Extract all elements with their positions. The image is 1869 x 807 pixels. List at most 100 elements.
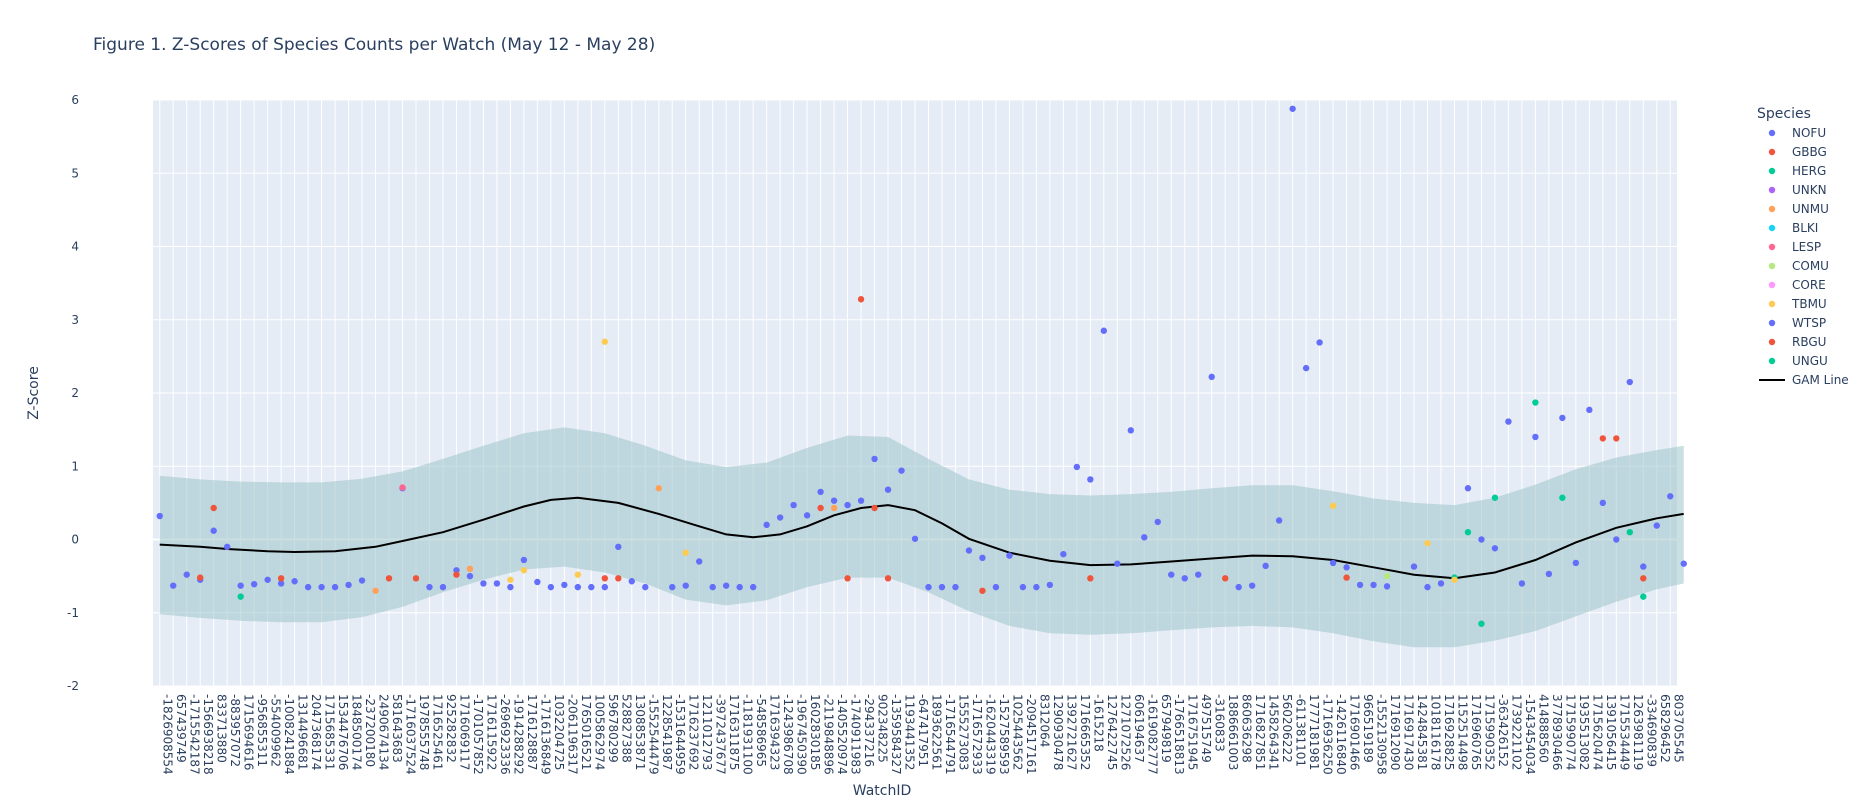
x-tick-label: -1967450390 xyxy=(795,694,809,775)
legend-label-blki: BLKI xyxy=(1792,221,1818,235)
data-point-nofu xyxy=(561,581,568,589)
x-tick-label: -1543454034 xyxy=(1523,694,1537,775)
legend-label-nofu: NOFU xyxy=(1792,126,1826,140)
x-tick-label: 1716928825 xyxy=(1442,694,1456,770)
data-point-nofu xyxy=(1437,580,1445,587)
x-tick-label: 1534476706 xyxy=(336,694,350,770)
x-tick-label: 1716665352 xyxy=(1078,694,1092,770)
data-point-nofu xyxy=(709,583,716,591)
y-tick-label: -2 xyxy=(67,679,79,693)
data-point-nofu xyxy=(426,583,433,591)
data-point-nofu xyxy=(1383,583,1391,590)
x-tick-label: -3160833 xyxy=(1213,694,1227,752)
data-point-gbbg xyxy=(1087,575,1094,582)
x-tick-label: -1619082777 xyxy=(1145,694,1159,775)
data-point-nofu xyxy=(1019,583,1027,591)
legend[interactable]: Species NOFU GBBG HERG UNKN UNMU BLKI LESP COMU… xyxy=(1757,106,1849,387)
x-tick-label: 581643683 xyxy=(390,694,404,763)
data-point-nofu xyxy=(790,501,797,509)
x-tick-label: 1715534449 xyxy=(1617,694,1631,770)
x-tick-label: -883957072 xyxy=(228,694,242,767)
data-point-nofu xyxy=(170,582,177,589)
data-point-nofu xyxy=(669,583,676,591)
x-tick-label: 1424845381 xyxy=(1415,694,1429,770)
data-point-unmu xyxy=(466,565,474,572)
data-point-nofu xyxy=(1545,570,1553,578)
x-tick-label: 1032204725 xyxy=(552,694,566,770)
legend-marker-tbmu xyxy=(1768,300,1776,308)
data-point-tbmu xyxy=(1451,576,1458,583)
data-point-nofu xyxy=(345,581,352,589)
data-point-nofu xyxy=(1626,378,1633,386)
data-point-herg xyxy=(1491,494,1499,501)
legend-title: Species xyxy=(1757,106,1811,122)
x-tick-label: 1716827851 xyxy=(1253,694,1267,770)
x-tick-label: 966519189 xyxy=(1361,694,1375,763)
data-point-nofu xyxy=(358,577,366,584)
data-point-nofu xyxy=(1033,583,1040,591)
x-tick-label: 1978555748 xyxy=(417,694,431,770)
data-point-nofu xyxy=(1680,560,1687,567)
data-point-gbbg xyxy=(979,587,986,594)
legend-label-unkn: UNKN xyxy=(1792,183,1827,197)
data-point-gbbg xyxy=(857,296,865,303)
data-point-nofu xyxy=(1356,581,1364,589)
data-point-gbbg xyxy=(601,575,609,582)
x-tick-label: 1848500174 xyxy=(350,694,364,770)
legend-marker-unmu xyxy=(1768,205,1776,213)
x-tick-label: 657949819 xyxy=(1159,694,1173,763)
data-point-nofu xyxy=(1060,550,1067,558)
x-tick-label: -1914288292 xyxy=(511,694,525,775)
x-tick-label: -611381101 xyxy=(1294,694,1308,767)
data-point-nofu xyxy=(264,576,271,583)
data-point-nofu xyxy=(1046,581,1054,589)
x-tick-label: -1531644959 xyxy=(673,694,687,775)
data-point-nofu xyxy=(1087,476,1094,483)
data-point-nofu xyxy=(1370,581,1377,589)
data-point-nofu xyxy=(1168,571,1175,578)
legend-marker-wtsp xyxy=(1768,319,1776,327)
data-point-nofu xyxy=(1464,485,1472,492)
x-tick-label: -334690839 xyxy=(1644,694,1658,767)
data-point-nofu xyxy=(277,580,285,587)
data-point-herg xyxy=(1464,528,1472,536)
data-point-nofu xyxy=(736,583,743,591)
data-point-nofu xyxy=(291,578,298,585)
x-tick-label: -1008241884 xyxy=(282,694,296,775)
data-point-nofu xyxy=(237,582,244,589)
x-tick-label: 1716960765 xyxy=(1469,694,1483,770)
x-tick-label: -2119848896 xyxy=(822,694,836,775)
data-point-nofu xyxy=(1195,571,1202,578)
data-point-nofu xyxy=(493,580,501,587)
x-tick-label: -294337216 xyxy=(862,694,876,767)
x-tick-label: 1018116178 xyxy=(1428,694,1442,770)
y-tick-label: 0 xyxy=(71,533,79,547)
x-tick-label: 1739221102 xyxy=(1509,694,1523,770)
x-tick-label: 1715990774 xyxy=(1563,694,1577,770)
data-point-nofu xyxy=(884,486,892,493)
data-point-nofu xyxy=(480,580,487,587)
data-point-nofu xyxy=(588,583,595,591)
x-tick-label: 1715990352 xyxy=(1482,694,1496,770)
x-tick-label: 1228541987 xyxy=(660,694,674,770)
data-point-nofu xyxy=(1100,327,1108,334)
x-tick-label: -1766518813 xyxy=(1172,694,1186,775)
x-tick-label: 596780299 xyxy=(606,694,620,763)
legend-label-rbgu: RBGU xyxy=(1792,335,1826,349)
legend-marker-blki xyxy=(1768,224,1776,232)
x-tick-label: 1025443562 xyxy=(1010,694,1024,770)
data-point-nofu xyxy=(1410,563,1418,570)
data-point-nofu xyxy=(1478,536,1485,543)
data-point-nofu xyxy=(830,497,838,504)
data-point-nofu xyxy=(547,583,555,591)
legend-label-comu: COMU xyxy=(1792,259,1829,273)
data-point-nofu xyxy=(574,583,582,591)
y-tick-label: 6 xyxy=(71,93,79,107)
legend-label-core: CORE xyxy=(1792,278,1826,292)
data-point-nofu xyxy=(1006,552,1013,559)
x-tick-label: 1765016521 xyxy=(579,694,593,770)
gam-confidence-band xyxy=(159,427,1684,648)
data-point-nofu xyxy=(938,583,946,591)
data-point-nofu xyxy=(763,521,770,529)
data-point-nofu xyxy=(304,583,312,591)
